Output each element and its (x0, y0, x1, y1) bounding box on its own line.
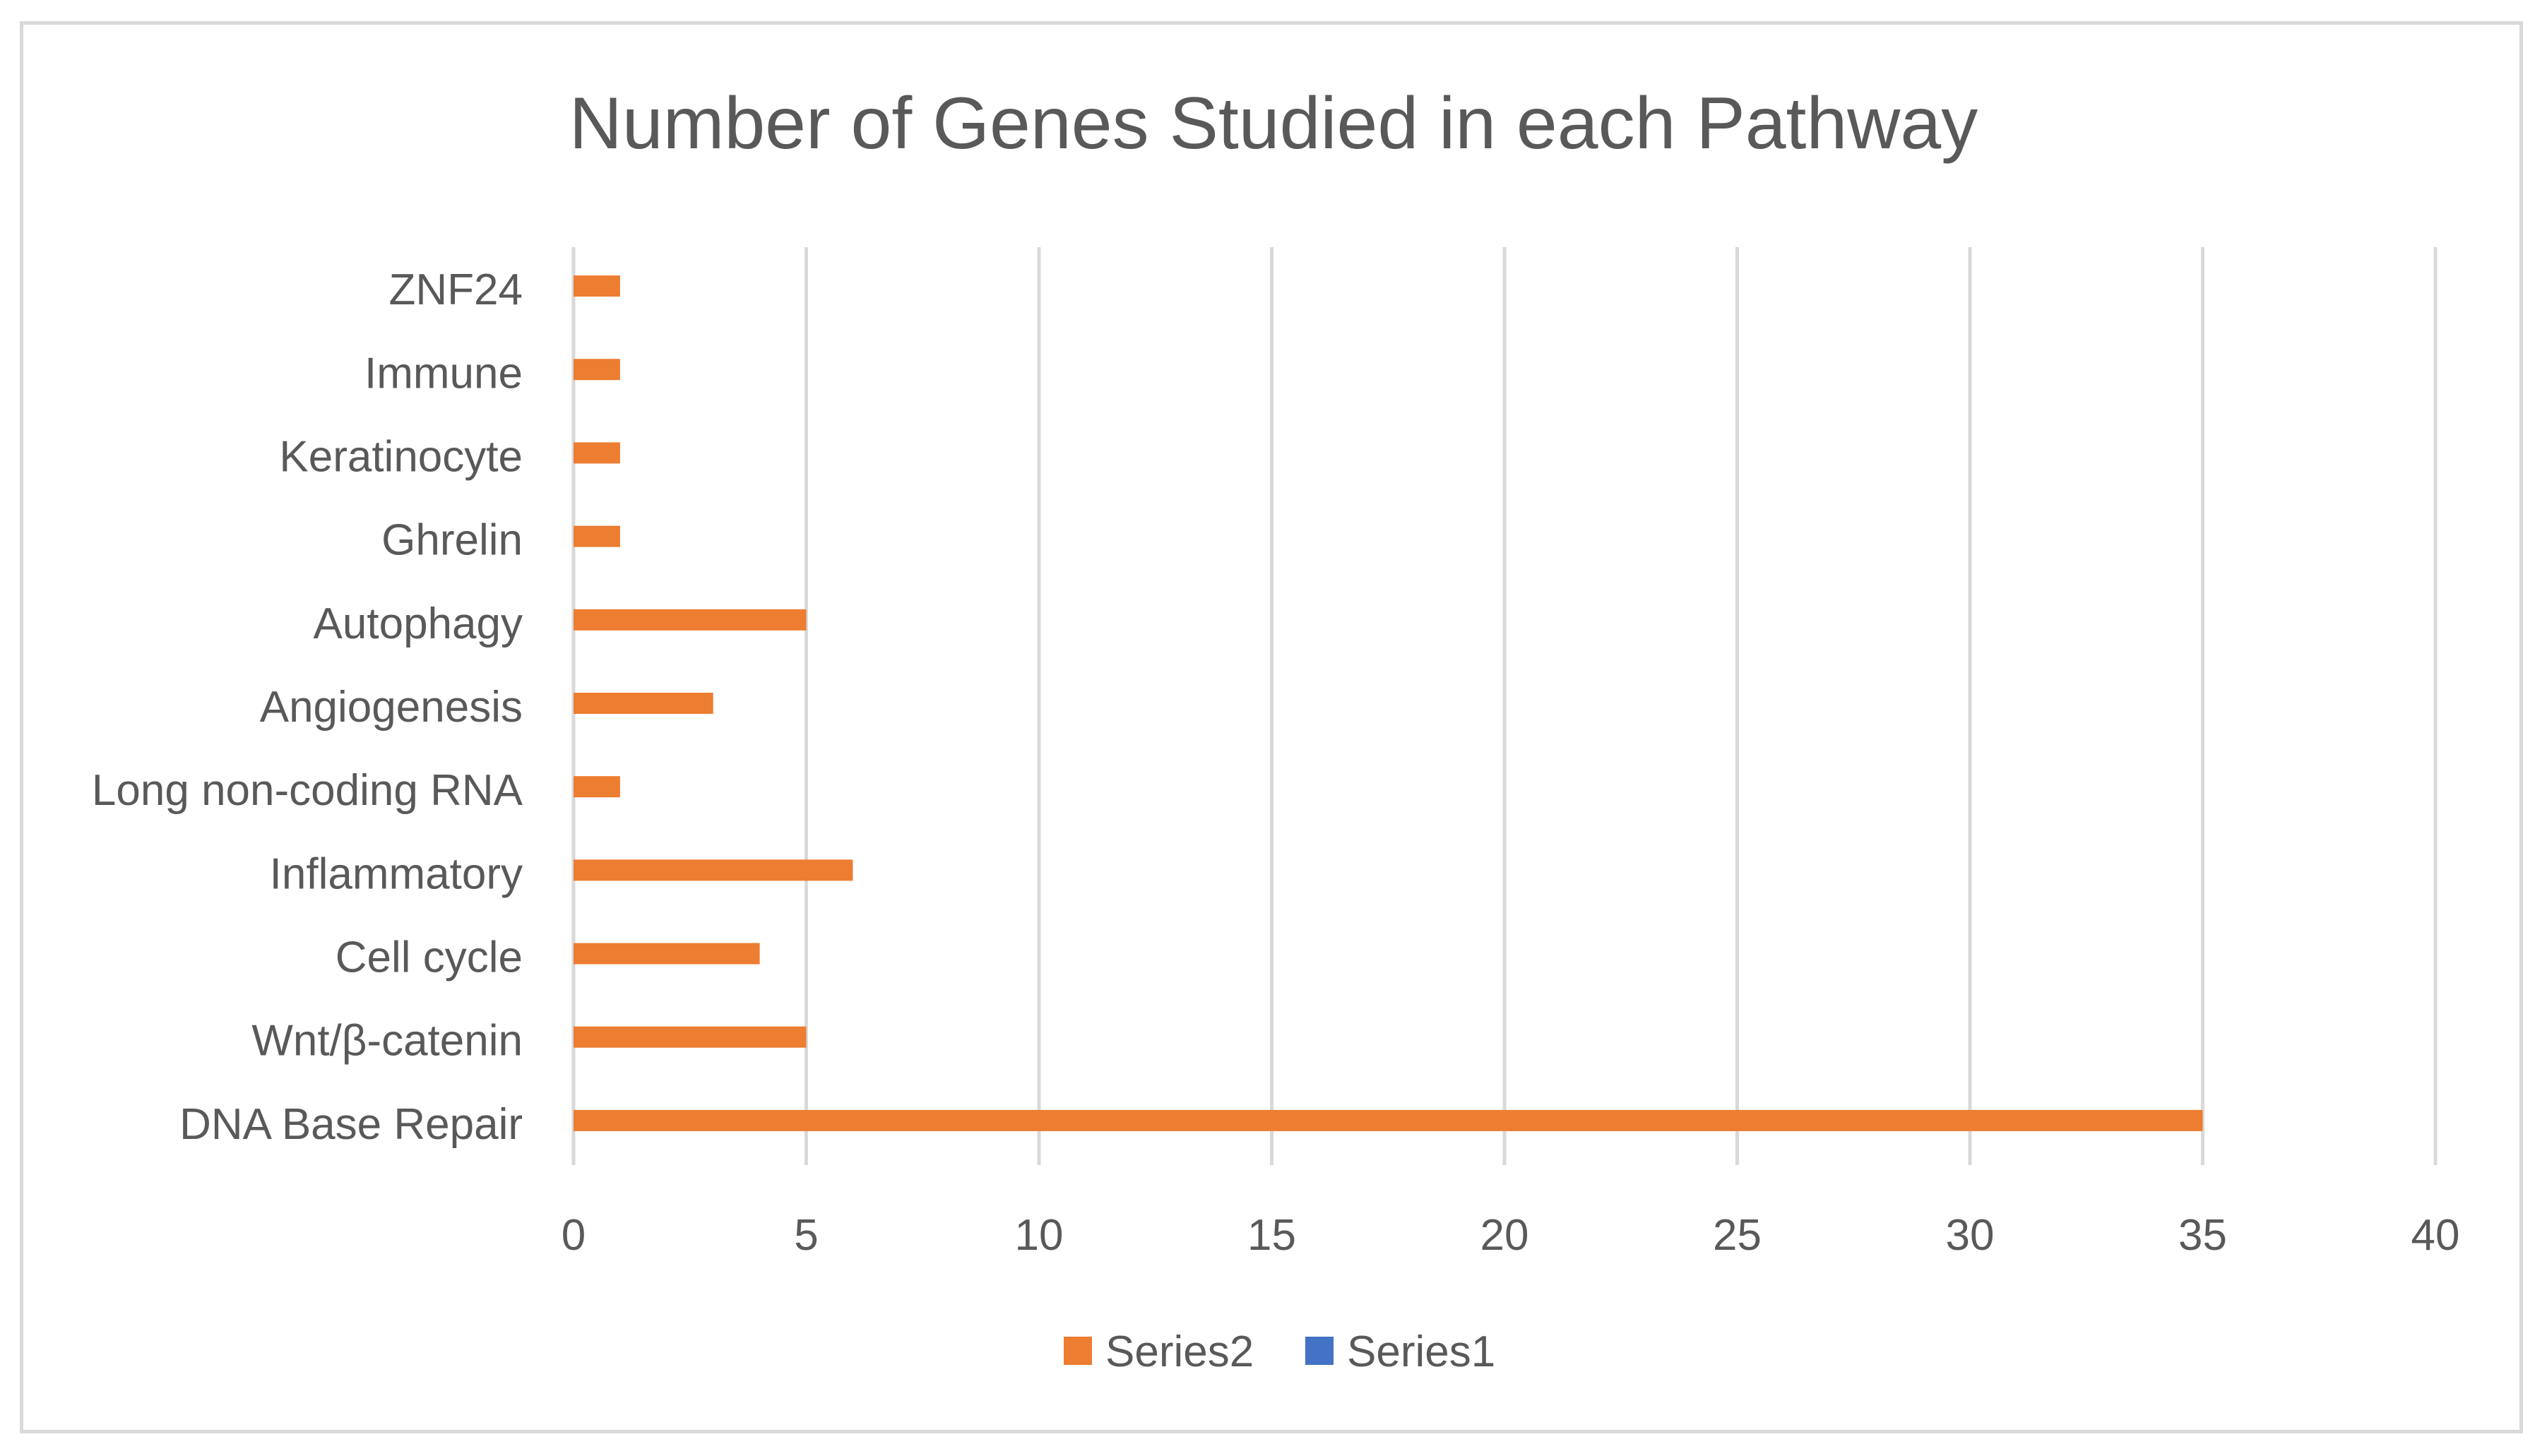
legend-swatch-series1 (1305, 1337, 1334, 1365)
x-tick-labels: 0 5 10 15 20 25 30 35 40 (562, 1211, 2460, 1260)
x-tick-label: 10 (1015, 1211, 1064, 1260)
category-label: Ghrelin (381, 516, 523, 565)
bar-series2 (574, 1109, 2203, 1131)
x-tick-label: 5 (794, 1211, 818, 1260)
x-tick-label: 30 (1946, 1211, 1995, 1260)
x-tick-label: 20 (1480, 1211, 1529, 1260)
x-tick-label: 25 (1713, 1211, 1762, 1260)
legend-label-series2: Series2 (1105, 1327, 1254, 1376)
category-label: Long non-coding RNA (92, 766, 523, 815)
bar-series2 (574, 943, 760, 965)
category-label: DNA Base Repair (179, 1100, 523, 1149)
x-tick-label: 35 (2178, 1211, 2227, 1260)
category-label: Immune (364, 349, 523, 398)
x-tick-label: 15 (1247, 1211, 1296, 1260)
bar-series2 (574, 442, 620, 464)
bar-series2 (574, 776, 620, 798)
gridlines (571, 247, 2438, 1165)
bar-series2 (574, 693, 713, 714)
category-label: Inflammatory (270, 849, 523, 898)
category-label: Wnt/β-catenin (251, 1017, 523, 1066)
category-label: Keratinocyte (279, 432, 523, 481)
category-label: ZNF24 (389, 265, 523, 314)
bar-series2 (574, 1026, 807, 1048)
x-tick-label: 40 (2411, 1211, 2460, 1260)
legend: Series2 Series1 (1064, 1327, 1495, 1376)
bar-series2 (574, 859, 853, 881)
category-labels: DNA Base Repair Wnt/β-catenin Cell cycle In… (92, 265, 523, 1149)
legend-swatch-series2 (1064, 1337, 1092, 1365)
x-tick-label: 0 (562, 1211, 586, 1260)
bar-series2 (574, 525, 620, 547)
category-label: Autophagy (314, 599, 523, 648)
bar-series2 (574, 359, 620, 381)
category-label: Angiogenesis (260, 683, 523, 732)
chart-title: Number of Genes Studied in each Pathway (569, 83, 1978, 165)
bar-series2 (574, 609, 807, 631)
bars (574, 275, 2203, 1131)
legend-label-series1: Series1 (1347, 1327, 1495, 1376)
bar-series2 (574, 275, 620, 297)
category-label: Cell cycle (336, 933, 523, 982)
